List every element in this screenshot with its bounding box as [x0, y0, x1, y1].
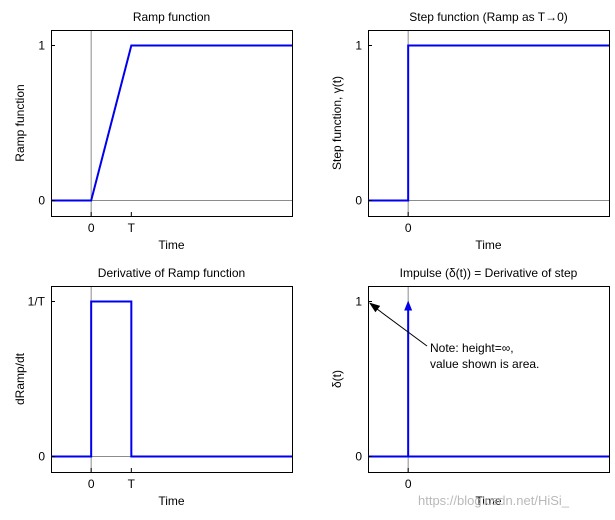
chart-panel-2: 0 0 1 Step function (Ramp as T→0) Time Step f… — [330, 10, 610, 252]
x-tick-label: 0 — [88, 221, 95, 235]
series-line-step — [368, 44, 609, 202]
y-axis-label: δ(t) — [330, 370, 344, 388]
x-axis-label: Time — [475, 238, 502, 252]
axes-frame — [368, 30, 610, 217]
x-axis-label: Time — [158, 238, 185, 252]
y-axis-label: Step function, γ(t) — [330, 76, 344, 170]
y-axis-label: dRamp/dt — [13, 352, 27, 405]
watermark: https://blog.csdn.net/HiSi_ — [418, 493, 570, 508]
annotation-text: value shown is area. — [430, 357, 539, 371]
axes-frame — [368, 286, 610, 473]
annotation-arrowhead — [369, 302, 381, 313]
annotation-text: Note: height=∞, — [430, 341, 514, 355]
impulse-arrowhead — [404, 300, 413, 311]
chart-panel-1: 0 T 0 1 Ramp function Time Ramp function — [13, 10, 293, 252]
y-tick-label: 0 — [355, 450, 362, 464]
x-tick-label: 0 — [405, 477, 412, 491]
axes-frame — [51, 30, 293, 217]
x-tick-label: 0 — [88, 477, 95, 491]
y-tick-label: 0 — [38, 450, 45, 464]
y-tick-label: 1/T — [28, 295, 46, 309]
x-axis-label: Time — [158, 494, 185, 508]
y-tick-label: 0 — [38, 194, 45, 208]
chart-panel-4: 0 0 1 Impulse (δ(t)) = Derivative of step Ti… — [330, 266, 610, 508]
chart-title: Step function (Ramp as T→0) — [409, 10, 568, 24]
chart-title: Ramp function — [133, 10, 210, 24]
series-line-derivative — [51, 300, 292, 458]
y-tick-label: 1 — [355, 295, 362, 309]
y-tick-label: 0 — [355, 194, 362, 208]
x-axis-label: Time — [475, 494, 502, 508]
chart-panel-3: 0 T 0 1/T Derivative of Ramp function Time dRa… — [13, 266, 293, 508]
annotation-arrow-line — [374, 307, 428, 347]
y-axis-label: Ramp function — [13, 84, 27, 161]
y-tick-label: 1 — [38, 39, 45, 53]
axes-frame — [51, 286, 293, 473]
x-tick-label: 0 — [405, 221, 412, 235]
y-tick-label: 1 — [355, 39, 362, 53]
x-tick-label: T — [128, 477, 136, 491]
chart-title: Impulse (δ(t)) = Derivative of step — [400, 266, 578, 280]
series-line-ramp — [51, 44, 292, 202]
x-tick-label: T — [128, 221, 136, 235]
chart-title: Derivative of Ramp function — [98, 266, 245, 280]
